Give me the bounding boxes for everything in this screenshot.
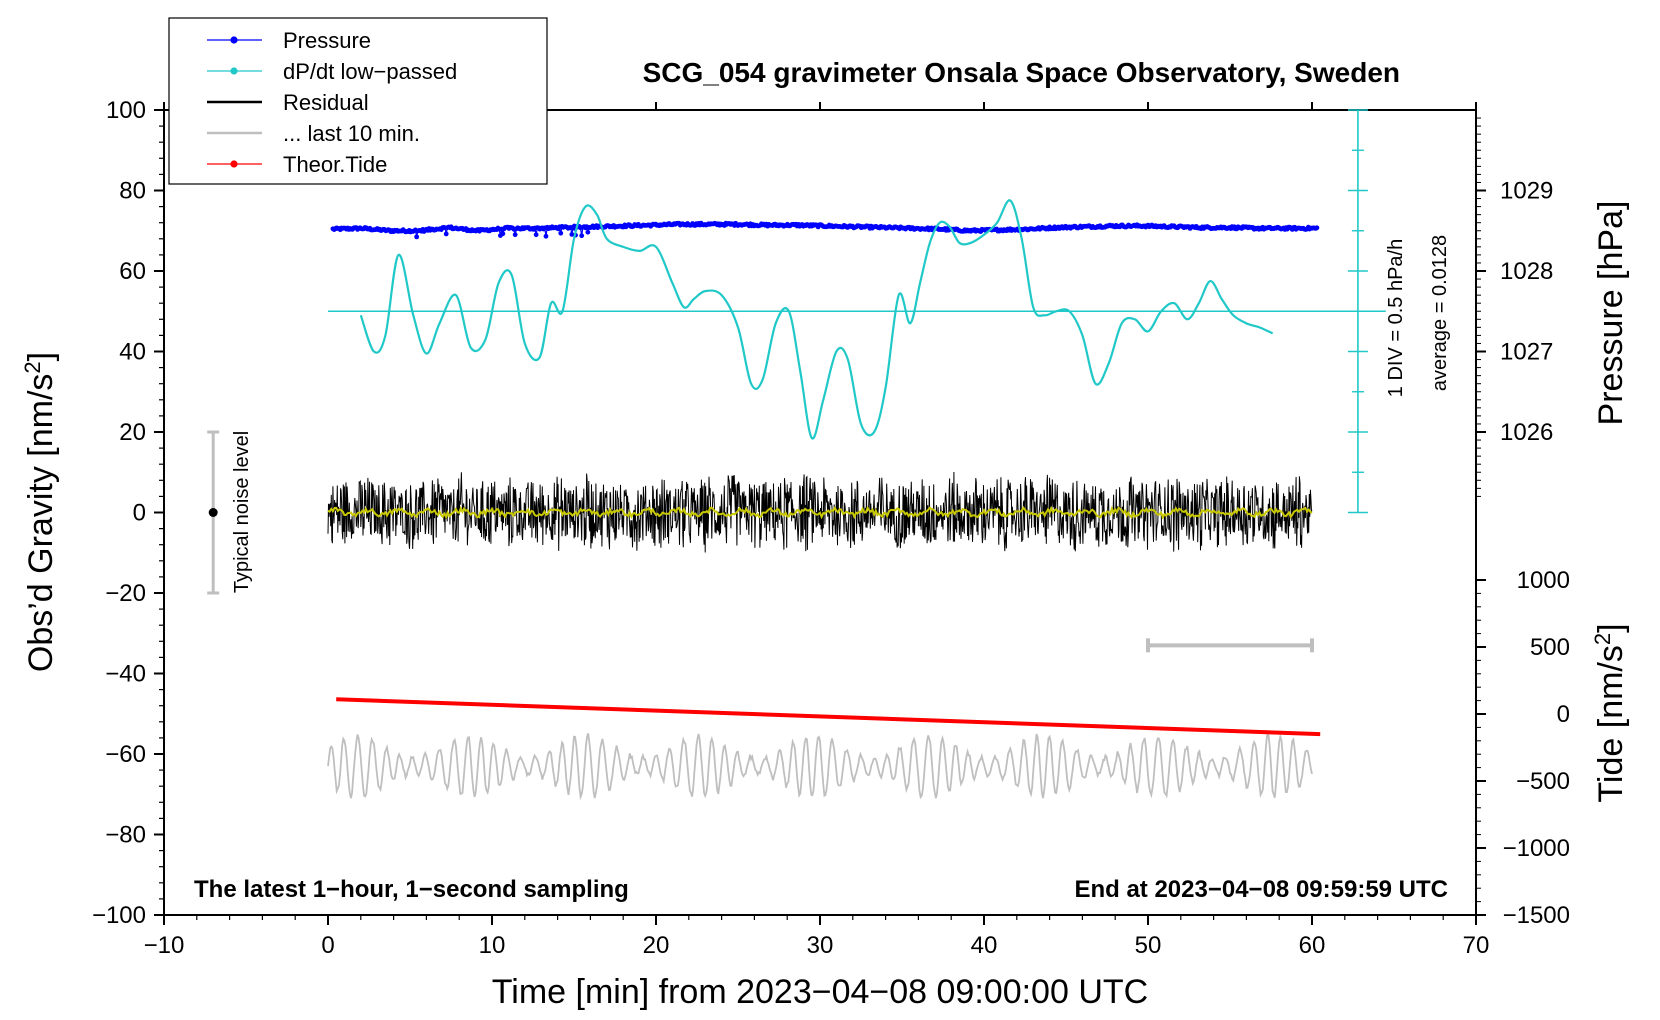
x-tick-label: −10 — [144, 932, 185, 959]
x-tick-label: 40 — [971, 932, 998, 959]
axis-ticks: −10 0 10 20 30 40 50 60 70100806040200−20−40−60−… — [92, 97, 1570, 959]
x-tick-label: 30 — [807, 932, 834, 959]
y-axis-label-left: Obs’d Gravity [nm/s2] — [20, 352, 61, 672]
series-layer — [327, 199, 1386, 801]
tide-tick-label: −500 — [1516, 768, 1570, 795]
pressure-tick-label: 1028 — [1500, 258, 1553, 285]
annotations — [207, 109, 1368, 653]
legend-label: dP/dt low−passed — [283, 59, 457, 84]
tide-tick-label: 500 — [1530, 634, 1570, 661]
theor-tide-line — [336, 697, 1321, 737]
y-axis-label-tide-sup: 2 — [1590, 633, 1615, 645]
pressure-point — [543, 233, 549, 239]
y-tick-label: −60 — [105, 741, 146, 768]
pressure-point — [569, 232, 575, 237]
legend-marker — [230, 160, 238, 168]
y-tick-label: 60 — [119, 258, 146, 285]
dpdt-curve — [359, 199, 1274, 440]
div-scale-label: 1 DIV = 0.5 hPa/h — [1385, 239, 1407, 397]
pressure-point — [414, 234, 420, 240]
y-axis-label-tide: Tide [nm/s2] — [1590, 623, 1631, 802]
footer-left-note: The latest 1−hour, 1−second sampling — [194, 876, 629, 903]
y-tick-label: 40 — [119, 339, 146, 366]
tide-tick-label: −1000 — [1503, 835, 1570, 862]
x-tick-label: 70 — [1463, 932, 1490, 959]
y-axis-label-left-sup: 2 — [20, 361, 45, 373]
y-tick-label: −80 — [105, 822, 146, 849]
x-tick-label: 10 — [479, 932, 506, 959]
noise-level-label: Typical noise level — [231, 431, 253, 593]
chart-title: SCG_054 gravimeter Onsala Space Observat… — [643, 57, 1400, 88]
y-axis-label-tide-main: Tide [nm/s — [1592, 645, 1630, 802]
residual-smoothed-line — [327, 505, 1313, 520]
legend-label: Pressure — [283, 28, 371, 53]
legend-marker — [230, 67, 238, 75]
x-axis-label: Time [min] from 2023−04−08 09:00:00 UTC — [492, 973, 1148, 1011]
y-axis-label-left-main: Obs’d Gravity [nm/s — [22, 374, 60, 673]
x-tick-label: 0 — [321, 932, 334, 959]
x-tick-label: 60 — [1299, 932, 1326, 959]
pressure-point — [579, 233, 585, 239]
y-axis-label-left-end: ] — [22, 352, 60, 361]
pressure-point — [585, 229, 591, 235]
y-tick-label: −40 — [105, 661, 146, 688]
pressure-point — [1314, 225, 1320, 231]
pressure-point — [512, 232, 518, 238]
x-tick-label: 20 — [643, 932, 670, 959]
footer-right-note: End at 2023−04−08 09:59:59 UTC — [1074, 876, 1448, 903]
legend-label: Theor.Tide — [283, 152, 387, 177]
pressure-point — [500, 231, 506, 237]
last-10-min-line — [327, 732, 1313, 801]
pressure-point — [533, 232, 539, 238]
y-tick-label: −20 — [105, 580, 146, 607]
pressure-tick-label: 1026 — [1500, 419, 1553, 446]
tide-tick-label: 1000 — [1517, 567, 1570, 594]
pressure-point — [443, 231, 449, 237]
legend-label: Residual — [283, 90, 369, 115]
x-tick-label: 50 — [1135, 932, 1162, 959]
pressure-tick-label: 1029 — [1500, 178, 1553, 205]
legend: Pressure dP/dt low−passed Residual ... last… — [168, 17, 548, 185]
legend-marker — [230, 36, 238, 44]
y-tick-label: −100 — [92, 902, 146, 929]
pressure-tick-label: 1027 — [1500, 339, 1553, 366]
y-axis-label-pressure: Pressure [hPa] — [1592, 201, 1630, 426]
noise-level-center-dot — [208, 508, 218, 517]
average-label: average = 0.0128 — [1429, 235, 1451, 391]
y-axis-label-tide-end: ] — [1592, 623, 1630, 632]
y-tick-label: 80 — [119, 178, 146, 205]
tide-tick-label: 0 — [1557, 701, 1570, 728]
y-tick-label: 100 — [106, 97, 146, 124]
y-tick-label: 0 — [133, 500, 146, 527]
tide-tick-label: −1500 — [1503, 902, 1570, 929]
legend-label: ... last 10 min. — [283, 121, 420, 146]
pressure-point — [558, 230, 564, 236]
y-tick-label: 20 — [119, 419, 146, 446]
